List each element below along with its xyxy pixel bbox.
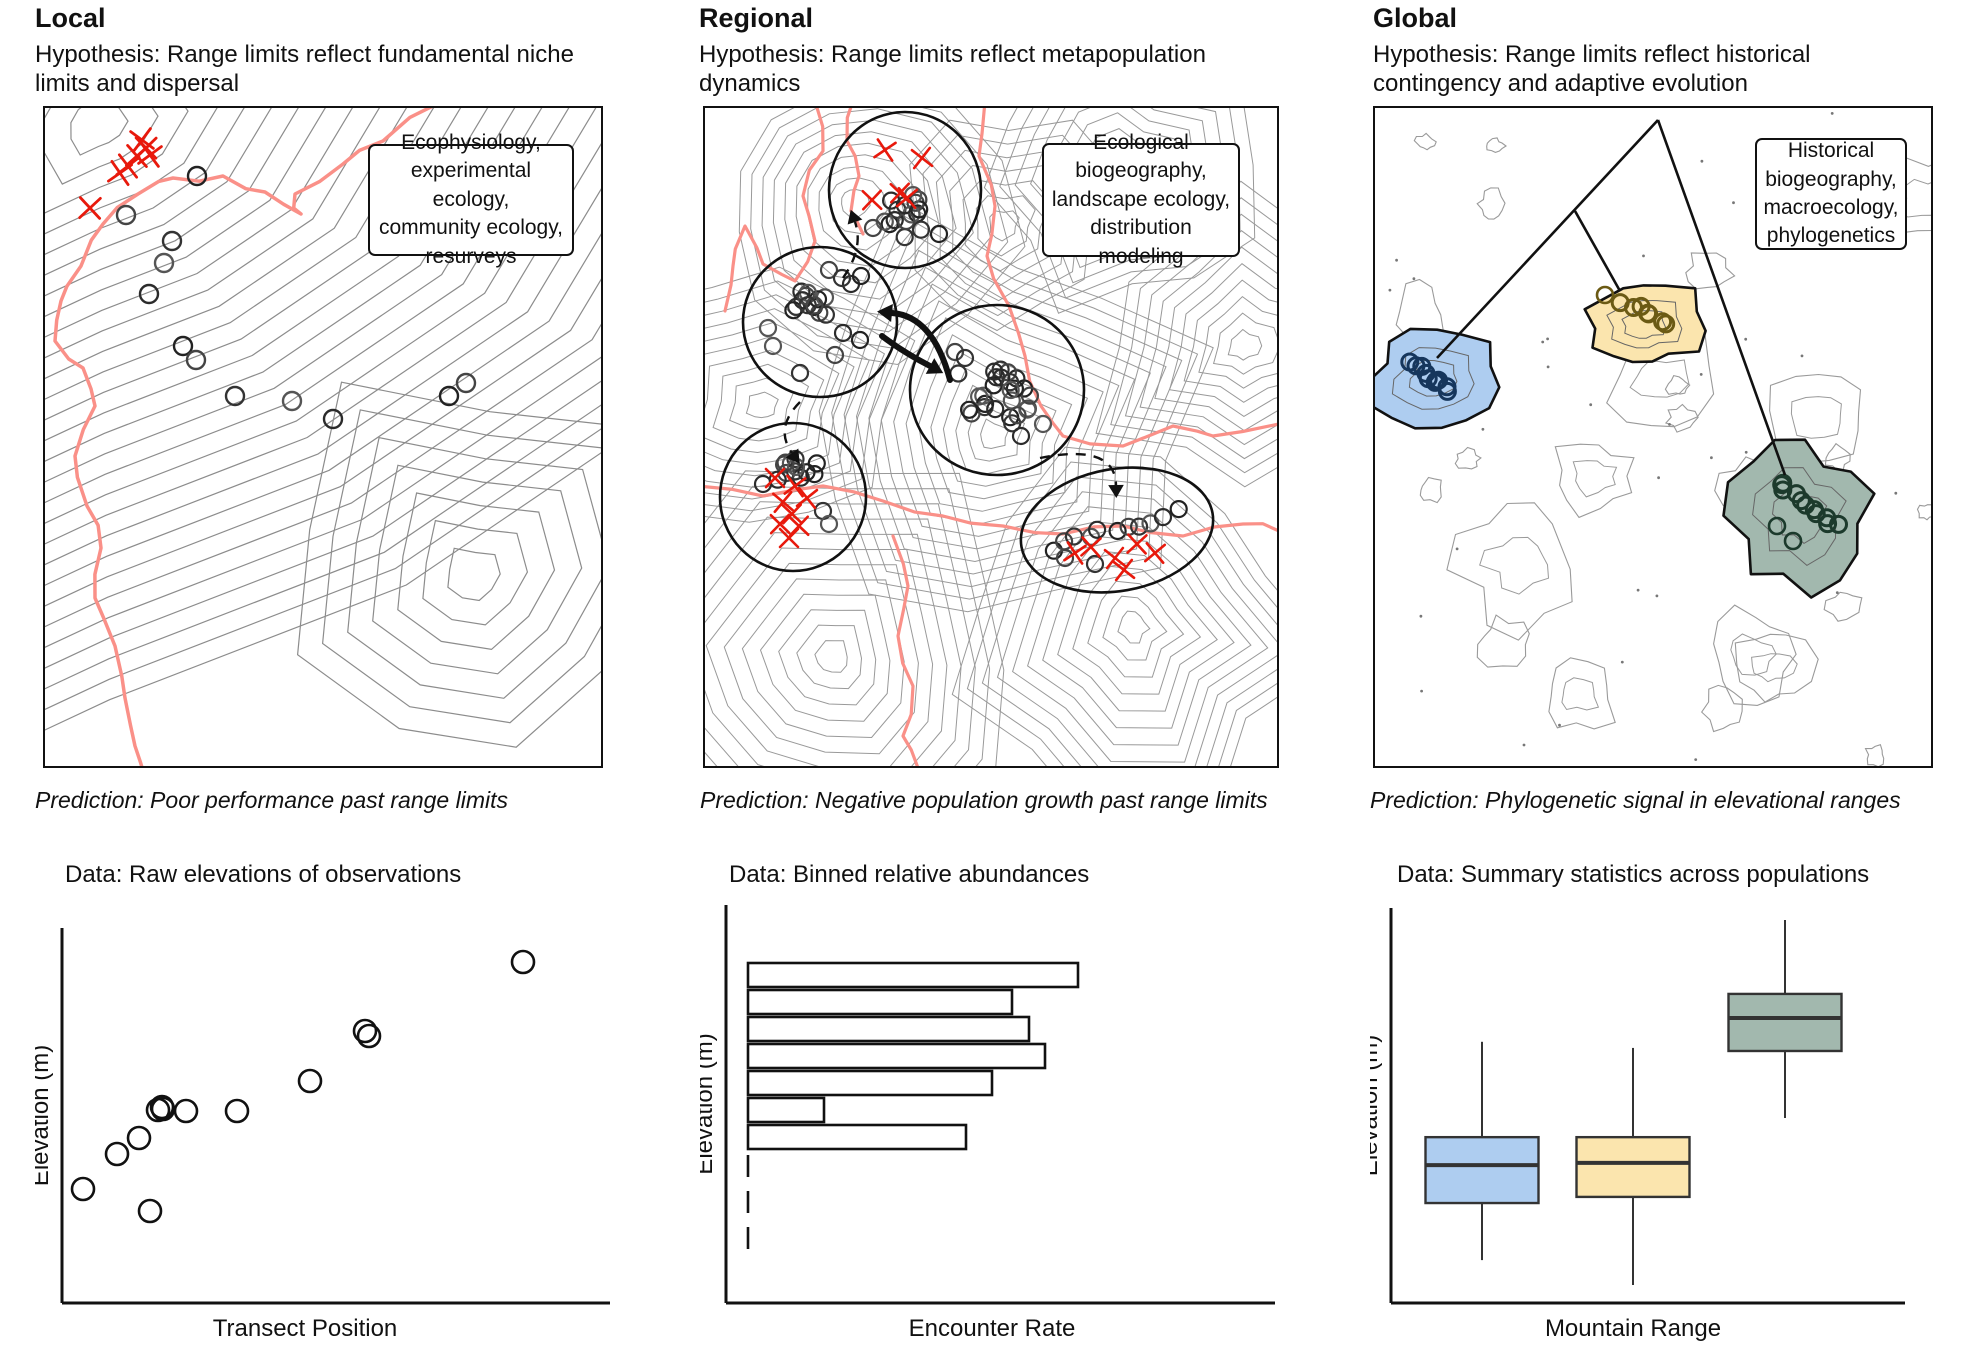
methods-box-regional: Ecological biogeography, landscape ecolo…: [1042, 131, 1240, 268]
x-mark: [1063, 541, 1087, 565]
y-axis-label: Elevation (m): [1370, 1035, 1383, 1176]
methods-box-local: Ecophysiology, experimental ecology, com…: [368, 131, 574, 268]
boxplot-green-range: [1727, 920, 1843, 1119]
x-mark: [910, 146, 934, 170]
x-mark: [129, 127, 155, 153]
x-mark: [873, 138, 897, 162]
boxplot-yellow-range: [1575, 1047, 1691, 1285]
boxplot-blue-range: [1424, 1041, 1540, 1261]
axes: [60, 928, 610, 1305]
column-title-local: Local: [35, 3, 106, 33]
mountain-range-blue: [1373, 327, 1501, 430]
population-southeast: [1019, 466, 1215, 594]
x-mark: [125, 144, 149, 168]
x-axis-label: Encounter Rate: [909, 1315, 1076, 1342]
x-mark: [769, 513, 791, 535]
observation-circles: [115, 165, 477, 430]
chart-title-local: Data: Raw elevations of observations: [65, 861, 462, 888]
x-mark: [1143, 541, 1167, 565]
x-mark: [1126, 533, 1148, 555]
chart-title-regional: Data: Binned relative abundances: [729, 861, 1090, 888]
x-mark: [1103, 546, 1127, 570]
scatter-chart-elevations: Transect Position Elevation (m): [35, 928, 610, 1342]
x-mark: [1112, 558, 1136, 582]
population-east: [908, 303, 1086, 477]
hypothesis-global: Hypothesis: Range limits reflect histori…: [1373, 41, 1811, 98]
box-chart-summary-stats: Mountain Range Elevation (m): [1370, 908, 1905, 1342]
mountain-range-green: [1722, 438, 1876, 599]
column-title-regional: Regional: [699, 3, 814, 33]
phylogeny-lines: [1436, 119, 1787, 476]
x-mark: [771, 490, 795, 514]
x-axis-label: Transect Position: [213, 1315, 398, 1342]
prediction-local: Prediction: Poor performance past range …: [35, 787, 508, 813]
scatter-points: [70, 949, 536, 1224]
x-mark: [781, 503, 803, 525]
chart-title-global: Data: Summary statistics across populati…: [1397, 861, 1870, 888]
abundance-bars: [746, 961, 1080, 1151]
y-axis-label: Elevation (m): [700, 1033, 718, 1174]
axes: [724, 905, 1275, 1305]
past-limit-x-marks: [78, 127, 163, 220]
population-west: [741, 245, 899, 399]
bar-chart-abundances: Encounter Rate Elevation (m): [700, 905, 1275, 1342]
hypothesis-regional: Hypothesis: Range limits reflect metapop…: [699, 41, 1206, 98]
x-mark: [115, 153, 141, 179]
population-north: [827, 110, 983, 270]
mountain-range-yellow: [1583, 284, 1707, 364]
x-mark: [783, 474, 807, 498]
range-limit-contours: [703, 106, 1279, 768]
x-mark: [78, 196, 102, 220]
x-mark: [1080, 536, 1102, 558]
x-mark: [895, 186, 919, 210]
x-mark: [861, 189, 883, 211]
methods-box-global: Historical biogeography, macroecology, p…: [1755, 138, 1907, 250]
y-axis-label: Elevation (m): [35, 1045, 54, 1186]
x-mark: [137, 142, 163, 168]
x-axis-label: Mountain Range: [1545, 1315, 1721, 1342]
x-mark: [778, 527, 800, 549]
column-title-global: Global: [1373, 3, 1458, 33]
hypothesis-local: Hypothesis: Range limits reflect fundame…: [35, 41, 574, 98]
panel-map-regional: [703, 106, 1279, 768]
axes: [1389, 908, 1905, 1305]
range-limit-contour: [53, 106, 437, 768]
prediction-global: Prediction: Phylogenetic signal in eleva…: [1370, 787, 1901, 813]
prediction-regional: Prediction: Negative population growth p…: [700, 787, 1268, 813]
population-southwest: [718, 421, 868, 573]
x-mark: [764, 467, 786, 489]
dispersal-arrows: [783, 209, 1124, 498]
x-mark: [795, 486, 819, 510]
